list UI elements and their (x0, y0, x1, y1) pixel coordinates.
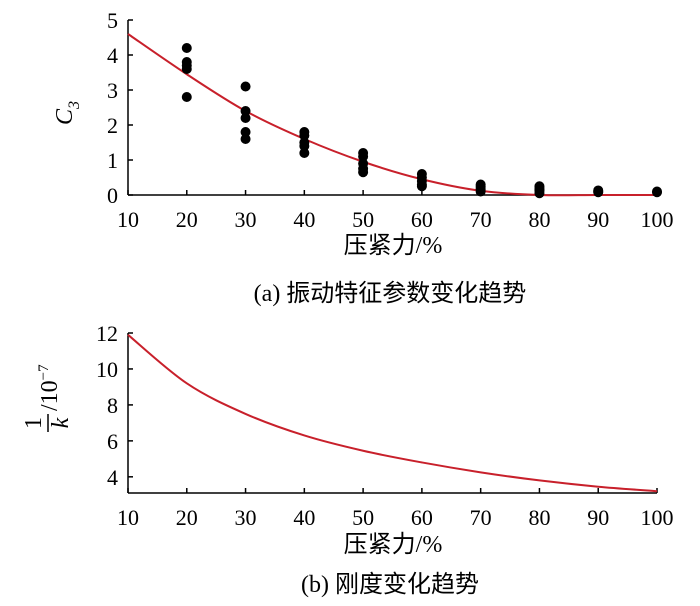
b-x-tick-label: 80 (528, 505, 550, 530)
panel-a-data-point (299, 130, 310, 141)
panel-b-y-axis-label: 1 k /10−7 (21, 364, 74, 432)
panel-a-caption: (a) 振动特征参数变化趋势 (254, 280, 527, 307)
panel-a-x-axis-label: 压紧力/% (344, 232, 443, 259)
b-y-tick-label: 6 (107, 429, 118, 454)
panel-a-data-point (181, 43, 192, 53)
b-x-tick-label: 90 (587, 505, 609, 530)
panel-b-caption: (b) 刚度变化趋势 (301, 571, 479, 598)
a-x-tick-label: 40 (293, 207, 315, 232)
panel-a-data-point (240, 113, 251, 123)
a-x-tick-label: 30 (235, 207, 257, 232)
panel-a-data-point (299, 148, 310, 158)
a-x-tick-label: 100 (641, 207, 674, 232)
b-y-tick-label: 4 (107, 465, 118, 490)
panel-a-data-point (652, 187, 662, 198)
panel-a-data-point (240, 106, 251, 116)
panel-a-data-point (240, 127, 251, 137)
b-x-tick-label: 20 (176, 505, 198, 530)
a-x-tick-label: 10 (117, 207, 139, 232)
b-x-tick-label: 50 (352, 505, 374, 530)
a-x-tick-label: 70 (470, 207, 492, 232)
a-y-tick-label: 1 (107, 148, 118, 173)
panel-a-data-point (416, 181, 427, 192)
panel-b-y-label-denominator: k (48, 417, 74, 428)
panel-b-y-label-numerator: 1 (21, 417, 47, 429)
a-y-tick-label: 0 (107, 183, 118, 208)
a-x-tick-label: 60 (411, 207, 433, 232)
a-y-tick-label: 3 (107, 78, 118, 103)
panel-a-y-axis-label: C3 (52, 101, 83, 125)
panel-a-data-point (181, 64, 192, 74)
panel-a-data-point (299, 141, 310, 151)
b-x-tick-label: 30 (235, 505, 257, 530)
b-y-tick-label: 8 (107, 393, 118, 418)
panel-a-data-point (240, 134, 251, 144)
b-x-tick-label: 40 (293, 505, 315, 530)
b-x-tick-label: 100 (641, 505, 674, 530)
panel-a-data-point (593, 187, 604, 198)
panel-b-series-line (127, 334, 658, 493)
panel-a-scatter-chart: 10 20 30 40 50 60 70 80 90 100 0 1 2 3 4 5 C3 压紧力/% (a… (52, 8, 674, 307)
panel-a-fit-line (127, 33, 657, 197)
a-x-tick-label: 80 (528, 207, 550, 232)
panel-a-data-point (475, 186, 486, 197)
panel-b-x-axis-label: 压紧力/% (344, 531, 443, 558)
b-x-tick-label: 10 (117, 505, 139, 530)
panel-a-data-point (358, 167, 369, 178)
a-x-tick-label: 20 (176, 207, 198, 232)
a-y-tick-label: 5 (107, 8, 118, 33)
panel-a-data-point (240, 81, 251, 92)
b-y-tick-label: 10 (96, 357, 118, 382)
b-y-tick-label: 12 (96, 321, 118, 346)
b-x-tick-label: 60 (411, 505, 433, 530)
panel-a-data-point (534, 188, 545, 199)
a-y-tick-label: 4 (107, 43, 118, 68)
a-x-tick-label: 50 (352, 207, 374, 232)
panel-a-data-point (181, 92, 192, 102)
a-x-tick-label: 90 (587, 207, 609, 232)
b-x-tick-label: 70 (470, 505, 492, 530)
panel-a-data-point (358, 151, 369, 162)
panel-b-y-label-unit: /10−7 (36, 364, 63, 411)
a-y-tick-label: 2 (107, 113, 118, 138)
